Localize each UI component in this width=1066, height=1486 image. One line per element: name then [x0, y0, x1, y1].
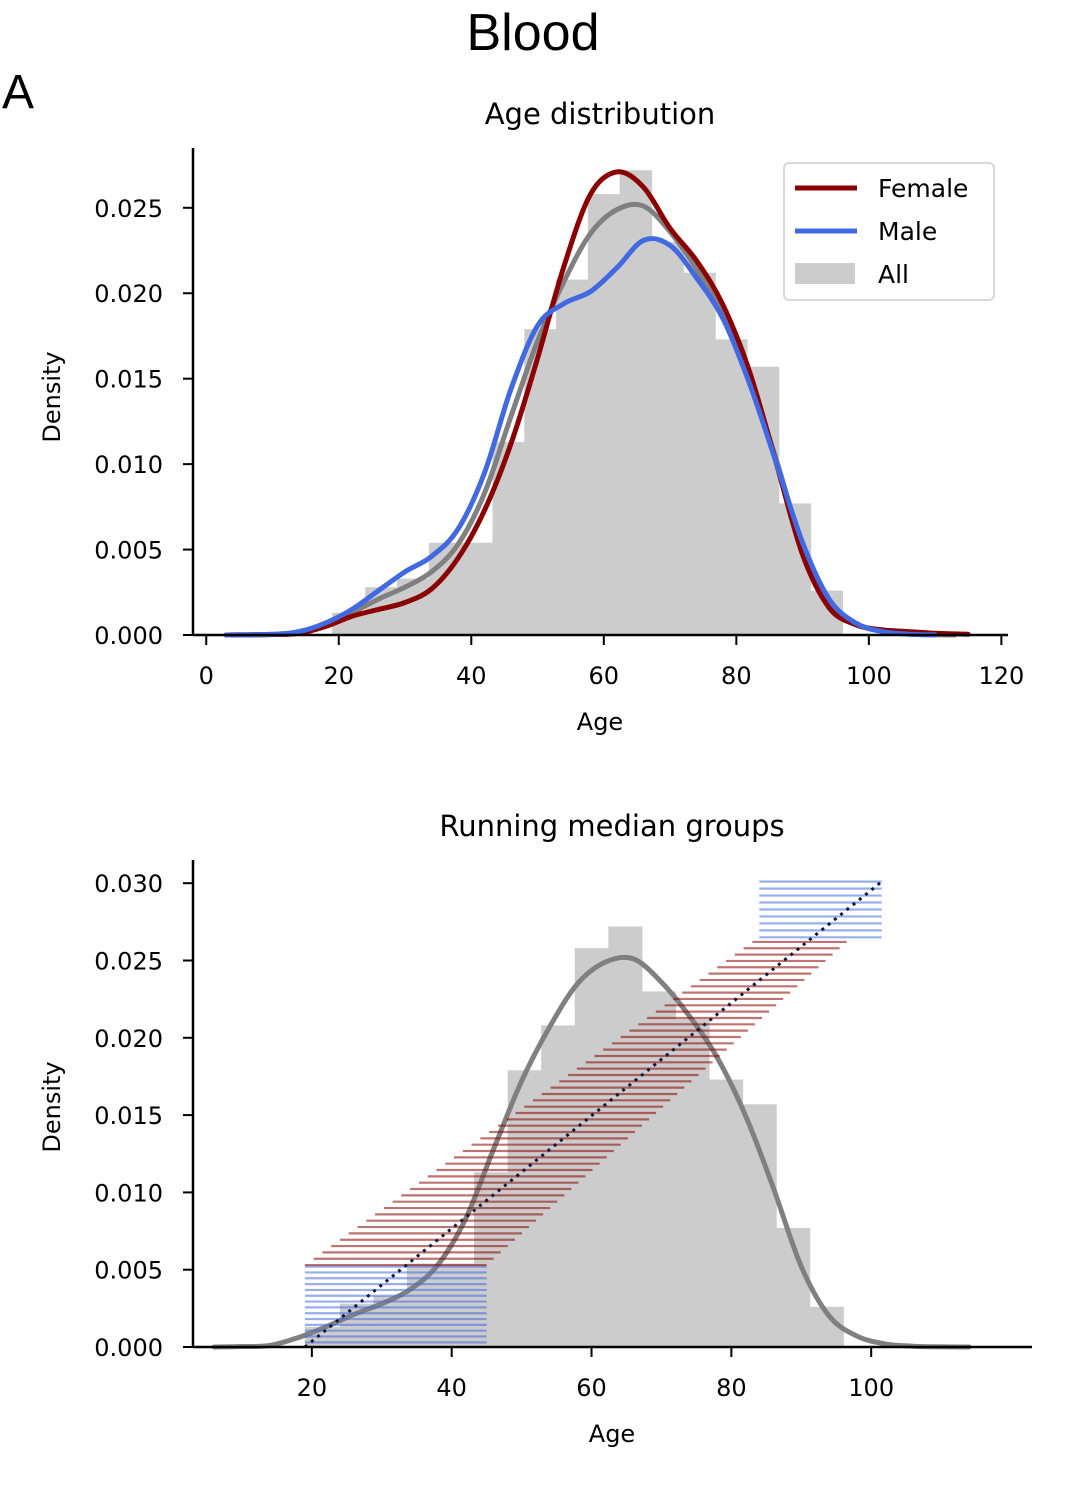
y-tick-label: 0.005	[94, 1257, 163, 1285]
y-tick-label: 0.015	[94, 1102, 163, 1130]
legend-male-label: Male	[878, 217, 937, 246]
histogram-bar	[608, 926, 643, 1347]
panel2-title: Running median groups	[439, 809, 784, 843]
x-tick-label: 40	[436, 1374, 467, 1402]
histogram-bar	[715, 339, 748, 635]
x-tick-label: 60	[576, 1374, 607, 1402]
female-kde-line	[223, 169, 971, 638]
histogram-bar	[492, 441, 525, 635]
legend-all-label: All	[878, 260, 909, 289]
panel1-kde-lines	[223, 169, 971, 638]
figure-title: Blood	[467, 4, 600, 62]
x-tick-label: 20	[297, 1374, 328, 1402]
y-tick-label: 0.010	[94, 1179, 163, 1207]
panel-label: A	[2, 66, 34, 119]
histogram-bar	[746, 366, 780, 635]
histogram-bar	[541, 1025, 576, 1347]
histogram-bar	[675, 1019, 710, 1347]
histogram-bar	[587, 194, 621, 635]
y-tick-label: 0.020	[94, 1025, 163, 1053]
running-median-panel: Running median groups 20 40 60 80 100 0.000 0.…	[38, 809, 1032, 1448]
y-tick-label: 0.000	[94, 622, 163, 650]
panel2-ylabel: Density	[38, 1061, 66, 1152]
x-tick-label: 100	[846, 662, 892, 690]
x-tick-label: 80	[716, 1374, 747, 1402]
panel2-axes: 20 40 60 80 100 0.000 0.005 0.010 0.015 0.020 0.02…	[94, 860, 1032, 1402]
histogram-bar	[641, 991, 677, 1347]
histogram-bar	[683, 272, 716, 635]
panel1-ylabel: Density	[38, 351, 66, 442]
x-tick-label: 80	[721, 662, 752, 690]
histogram-bar	[440, 1263, 475, 1347]
histogram-bar	[742, 1104, 777, 1347]
x-tick-label: 40	[456, 662, 487, 690]
legend-female-label: Female	[878, 174, 968, 203]
x-tick-label: 120	[978, 662, 1024, 690]
running-median-diagonal	[303, 880, 883, 1349]
histogram-bar	[556, 279, 589, 635]
histogram-bar	[708, 1079, 744, 1347]
x-tick-label: 100	[848, 1374, 894, 1402]
panel1-axes: 0 20 40 60 80 100 120 0.000 0.005 0.010 0.015 0.020…	[94, 148, 1024, 690]
y-tick-label: 0.020	[94, 280, 163, 308]
y-tick-label: 0.025	[94, 947, 163, 975]
panel1-xlabel: Age	[577, 708, 623, 736]
y-tick-label: 0.010	[94, 451, 163, 479]
histogram-bar	[524, 329, 557, 635]
age-distribution-panel: Age distribution 0 20 40 60 80 100 120 0.000 0.0…	[38, 97, 1024, 736]
x-tick-label: 0	[199, 662, 214, 690]
histogram-bar	[574, 948, 609, 1347]
y-tick-label: 0.000	[94, 1334, 163, 1362]
y-tick-label: 0.005	[94, 537, 163, 565]
y-tick-label: 0.015	[94, 366, 163, 394]
running-median-group-bars	[303, 880, 883, 1349]
panel2-xlabel: Age	[589, 1420, 635, 1448]
x-tick-label: 60	[589, 662, 620, 690]
legend: Female Male All	[783, 162, 995, 301]
y-tick-label: 0.030	[94, 870, 163, 898]
male-kde-line	[223, 236, 938, 638]
histogram-bar	[651, 241, 684, 635]
histogram-bar	[460, 542, 494, 635]
panel1-title: Age distribution	[485, 97, 716, 131]
y-tick-label: 0.025	[94, 195, 163, 223]
legend-all-swatch	[795, 263, 855, 284]
x-tick-label: 20	[323, 662, 354, 690]
